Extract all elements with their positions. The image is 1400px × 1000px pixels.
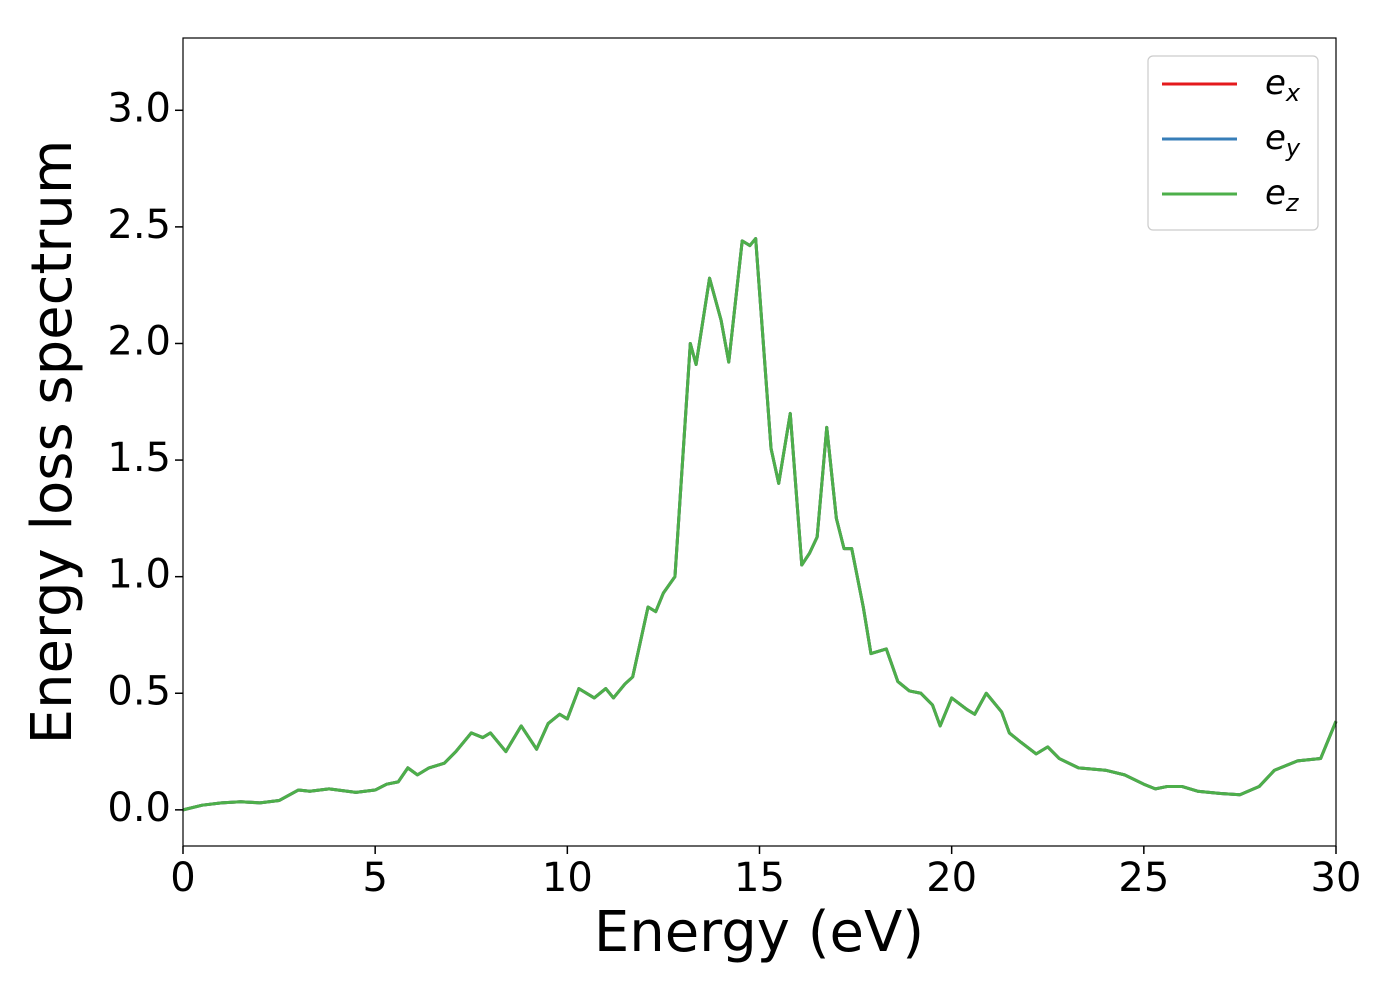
x-tick-label: 20 — [926, 855, 977, 901]
y-tick-label: 1.0 — [107, 552, 171, 598]
series-line — [182, 237, 1338, 812]
y-axis-label: Energy loss spectrum — [20, 140, 85, 745]
y-tick-label: 1.5 — [107, 435, 171, 481]
x-tick-label: 5 — [362, 855, 387, 901]
y-tick-label: 3.0 — [107, 85, 171, 131]
x-tick-label: 25 — [1118, 855, 1169, 901]
legend-label: ey — [1265, 118, 1301, 163]
plot-frame — [182, 37, 1337, 847]
y-tick-label: 0.0 — [107, 785, 171, 831]
series-line — [182, 237, 1338, 812]
y-tick-label: 0.5 — [107, 668, 171, 714]
legend-label: ex — [1265, 63, 1301, 108]
series-line — [182, 237, 1338, 812]
x-tick-label: 10 — [542, 855, 593, 901]
y-tick-label: 2.5 — [107, 202, 171, 248]
legend-box — [1147, 55, 1319, 231]
x-tick-label: 30 — [1311, 855, 1362, 901]
x-tick-label: 0 — [170, 855, 195, 901]
legend-label: ez — [1265, 173, 1300, 218]
x-tick-label: 15 — [734, 855, 785, 901]
x-axis-label: Energy (eV) — [594, 900, 924, 965]
y-tick-label: 2.0 — [107, 318, 171, 364]
